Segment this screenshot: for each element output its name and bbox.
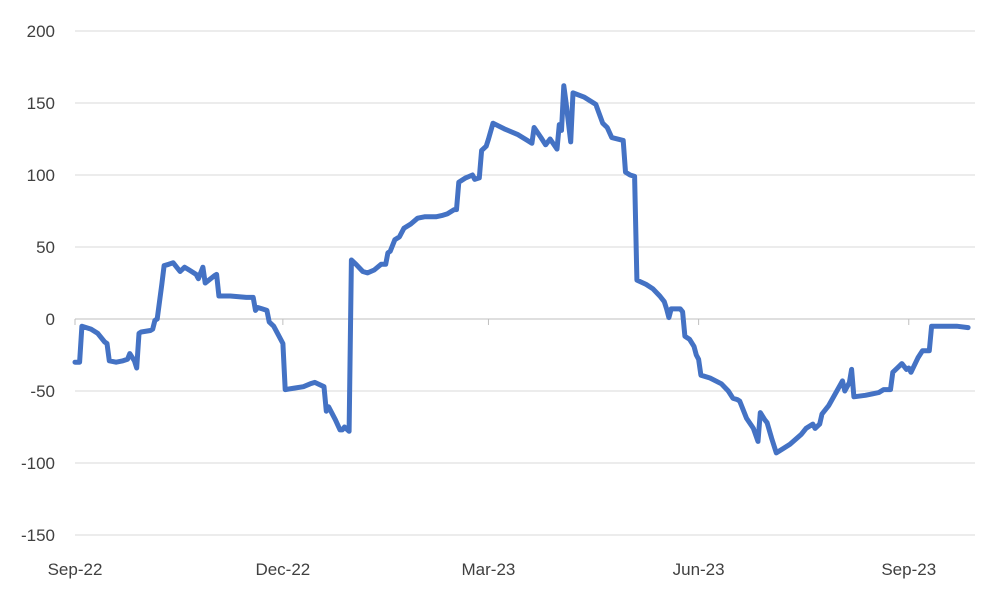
y-tick-label: -100: [21, 454, 55, 473]
series-line: [72, 83, 971, 456]
y-tick-label: 50: [36, 238, 55, 257]
y-tick-label: 200: [27, 22, 55, 41]
y-tick-label: -50: [30, 382, 55, 401]
x-tick-label: Dec-22: [255, 560, 310, 579]
gridlines: [74, 30, 975, 536]
x-tick-label: Mar-23: [462, 560, 516, 579]
y-tick-label: 0: [46, 310, 55, 329]
y-tick-label: -150: [21, 526, 55, 545]
series-layer: [72, 83, 971, 456]
x-tick-label: Sep-22: [48, 560, 103, 579]
y-tick-label: 150: [27, 94, 55, 113]
x-tick-label: Jun-23: [673, 560, 725, 579]
x-axis-tick-labels: Sep-22 Dec-22 Mar-23 Jun-23 Sep-23: [48, 560, 937, 579]
y-axis-tick-labels: 200 150 100 50 0 -50 -100 -150: [21, 22, 55, 545]
x-tick-label: Sep-23: [881, 560, 936, 579]
y-tick-label: 100: [27, 166, 55, 185]
